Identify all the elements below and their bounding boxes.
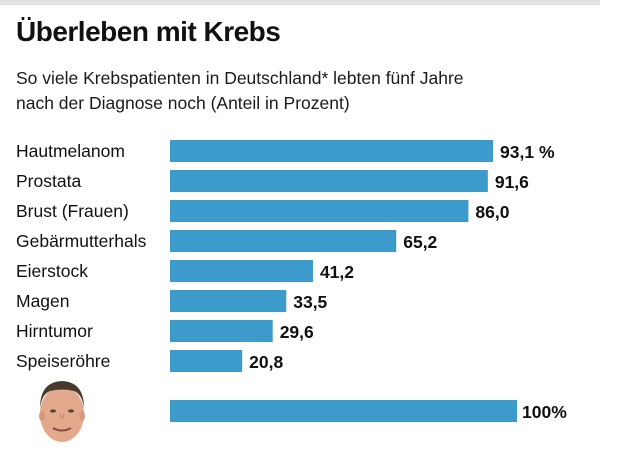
value-label: 20,8 (249, 352, 283, 372)
reference-value-label: 100% (522, 402, 567, 422)
value-label: 86,0 (475, 202, 509, 222)
chart-subtitle: So viele Krebspatienten in Deutschland* … (16, 66, 576, 116)
bar (170, 170, 488, 192)
category-label: Hirntumor (16, 321, 93, 341)
subtitle-line-1: So viele Krebspatienten in Deutschland* … (16, 68, 464, 88)
category-label: Brust (Frauen) (16, 201, 129, 221)
subtitle-line-2: nach der Diagnose noch (Anteil in Prozen… (16, 93, 350, 113)
value-label: 93,1 % (500, 142, 555, 162)
value-label: 41,2 (320, 262, 354, 282)
category-label: Eierstock (16, 261, 88, 281)
bar (170, 260, 313, 282)
category-label: Speiseröhre (16, 351, 110, 371)
bar (170, 320, 273, 342)
face-avatar-icon (39, 381, 85, 442)
category-label: Gebärmutterhals (16, 231, 147, 251)
bar (170, 230, 397, 252)
value-label: 33,5 (293, 292, 327, 312)
value-label: 29,6 (280, 322, 314, 342)
reference-bar (170, 400, 517, 422)
value-label: 65,2 (403, 232, 437, 252)
bar (170, 290, 287, 312)
category-label: Magen (16, 291, 70, 311)
value-label: 91,6 (495, 172, 529, 192)
bar (170, 140, 494, 162)
category-label: Hautmelanom (16, 141, 125, 161)
bar (170, 200, 469, 222)
category-label: Prostata (16, 171, 81, 191)
bar (170, 350, 243, 372)
chart-title: Überleben mit Krebs (16, 16, 281, 47)
top-band (0, 0, 600, 5)
